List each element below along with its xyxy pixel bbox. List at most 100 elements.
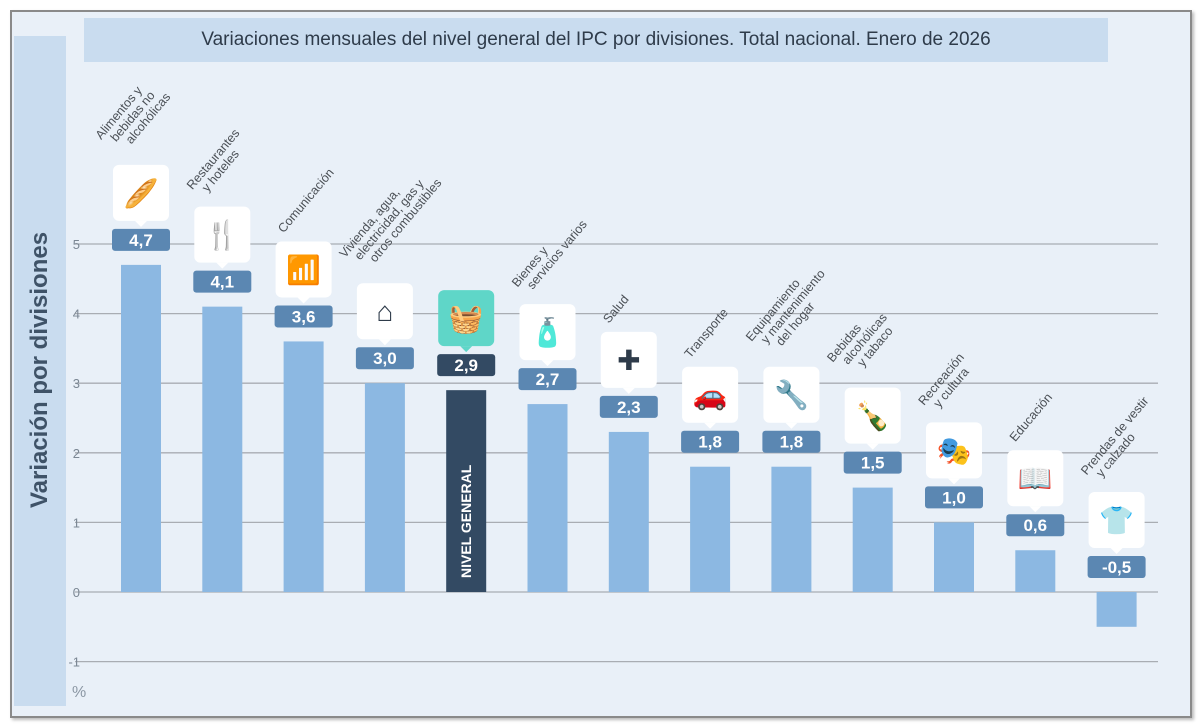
value-badge	[1006, 514, 1065, 537]
bar	[608, 431, 649, 592]
y-tick-label: 3	[73, 376, 80, 391]
tools-icon: 🔧	[774, 378, 809, 412]
icon-box	[926, 422, 982, 479]
car-repair-icon: 🚗	[693, 380, 728, 412]
value-badge	[274, 305, 333, 328]
wifi-icon: 📶	[286, 253, 321, 286]
bar	[446, 390, 487, 592]
chart-title: Variaciones mensuales del nivel general …	[84, 18, 1108, 62]
value-label: 0,6	[1023, 516, 1047, 535]
icon-box	[1007, 450, 1064, 507]
value-label: 3,6	[292, 307, 316, 326]
value-label: 1,8	[780, 433, 804, 452]
icon-box-pointer	[460, 346, 473, 353]
category-label-line: Comunicación	[275, 166, 337, 236]
y-tick-label: 0	[73, 585, 80, 600]
value-badge	[599, 395, 658, 418]
value-label: 4,7	[129, 231, 153, 250]
bar	[527, 404, 568, 592]
category-label: Salud	[600, 292, 631, 326]
category-label-line: Salud	[600, 292, 631, 326]
icon-box	[519, 304, 576, 361]
icon-box-pointer	[1110, 548, 1123, 554]
bar	[1015, 550, 1056, 592]
value-label: 2,9	[454, 356, 478, 375]
icon-box-pointer	[297, 297, 310, 304]
category-label-line: Educación	[1007, 390, 1055, 444]
bar	[852, 487, 893, 592]
icon-box	[844, 387, 901, 444]
bar	[202, 306, 243, 592]
value-badge	[355, 347, 414, 370]
icon-box-pointer	[704, 422, 717, 429]
category-label: Educación	[1007, 390, 1055, 444]
y-tick-label: 2	[73, 446, 80, 461]
y-tick-label: 1	[73, 515, 80, 530]
bottle-icon: 🍾	[855, 400, 890, 433]
food-basket-icon: 🥖	[124, 177, 159, 210]
bar	[1096, 592, 1137, 627]
icon-box-pointer	[785, 422, 798, 429]
bar	[121, 264, 161, 592]
value-label: 4,1	[210, 273, 234, 292]
icon-box	[1088, 492, 1145, 548]
value-badge	[518, 368, 577, 391]
bar	[283, 341, 324, 592]
value-label: 1,0	[942, 488, 966, 507]
y-tick-label: 5	[73, 237, 80, 252]
icon-box-pointer	[216, 262, 229, 269]
bar-inner-label: NIVEL GENERAL	[458, 464, 474, 578]
icon-box	[763, 366, 820, 423]
theater-masks-icon: 🎭	[937, 435, 972, 466]
icon-box-pointer	[378, 339, 391, 346]
y-unit-label: %	[72, 684, 86, 701]
icon-box	[356, 283, 413, 340]
restaurant-hotel-icon: 🍴	[205, 219, 240, 252]
value-label: -0,5	[1102, 558, 1131, 577]
value-badge	[762, 430, 821, 453]
category-label: Comunicación	[275, 166, 337, 236]
icon-box-pointer	[541, 360, 554, 367]
icon-box	[600, 331, 657, 388]
icon-box-pointer	[135, 220, 147, 227]
icon-box-pointer	[866, 443, 879, 450]
value-badge	[843, 451, 902, 474]
icon-box	[275, 241, 332, 298]
value-label: 2,3	[617, 398, 641, 417]
icon-box	[113, 164, 169, 221]
bar	[690, 466, 731, 592]
value-label: 3,0	[373, 349, 397, 368]
bar	[934, 522, 974, 592]
value-badge	[437, 354, 496, 377]
category-label: Vivienda, agua,electricidad, gas yotros …	[337, 176, 445, 265]
value-label: 2,7	[536, 370, 560, 389]
y-axis-strip	[14, 36, 66, 706]
icon-box	[682, 366, 739, 423]
icon-box	[194, 206, 251, 263]
value-label: 1,8	[698, 433, 722, 452]
health-cross-icon: ✚	[617, 345, 640, 376]
book-icon: 📖	[1018, 463, 1053, 494]
tshirt-icon: 👕	[1099, 505, 1134, 536]
y-tick-label: -1	[68, 655, 80, 670]
icon-box	[438, 290, 495, 347]
bar	[364, 383, 405, 592]
value-label: 1,5	[861, 454, 885, 473]
icon-box-pointer	[622, 387, 635, 394]
house-energy-icon: ⌂	[376, 296, 393, 327]
value-badge	[1087, 556, 1146, 578]
personal-care-icon: 🧴	[530, 316, 565, 349]
icon-box-pointer	[948, 478, 960, 485]
bar	[771, 466, 812, 592]
y-tick-label: 4	[73, 307, 80, 322]
value-badge	[925, 486, 983, 509]
shopping-basket-icon: 🧺	[449, 303, 484, 335]
value-badge	[193, 270, 252, 293]
value-badge	[112, 228, 170, 251]
